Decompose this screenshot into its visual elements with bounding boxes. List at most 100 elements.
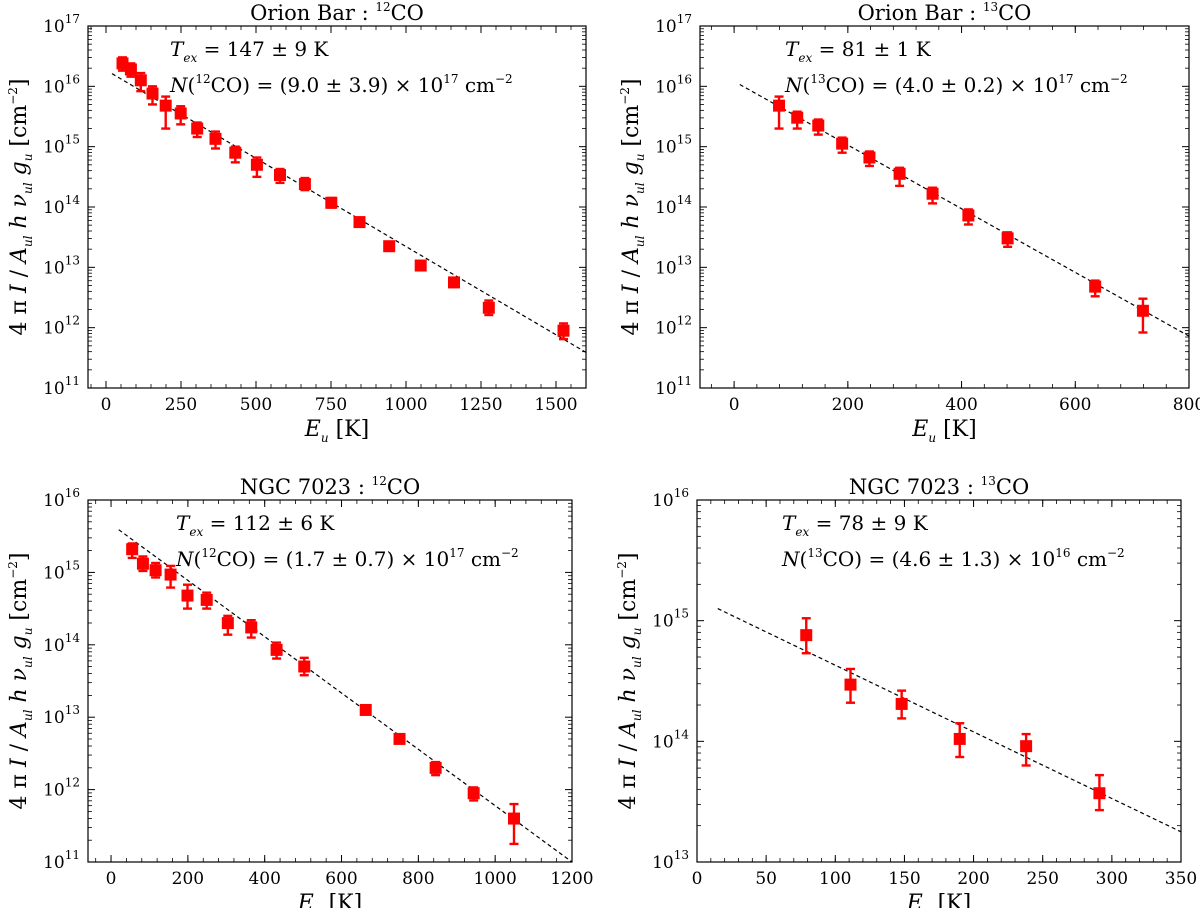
y-tick-base: 10 bbox=[43, 636, 65, 656]
ann-isotope: 12 bbox=[195, 72, 210, 86]
x-tick-label: 300 bbox=[1096, 869, 1128, 889]
data-marker bbox=[126, 543, 139, 556]
y-tick-label: 1014 bbox=[652, 727, 689, 752]
y-tick-label: 1015 bbox=[652, 607, 689, 632]
x-tick-label: 150 bbox=[888, 869, 920, 889]
y-label-part: / bbox=[616, 737, 641, 758]
y-label-part: I bbox=[7, 757, 32, 768]
data-point bbox=[448, 276, 460, 289]
data-point bbox=[393, 732, 406, 745]
x-tick-label: 800 bbox=[1173, 395, 1200, 415]
x-tick-label: 500 bbox=[240, 395, 272, 415]
data-marker bbox=[1093, 787, 1106, 800]
data-point bbox=[191, 121, 204, 139]
ann-unit: cm bbox=[464, 547, 501, 571]
y-tick-label: 1016 bbox=[655, 72, 692, 97]
y-label-exp: −2 bbox=[618, 87, 632, 105]
data-point bbox=[209, 130, 222, 150]
data-point bbox=[124, 62, 137, 78]
x-label-unit: [K] bbox=[329, 417, 370, 442]
y-tick-label: 1014 bbox=[655, 193, 692, 218]
y-label-part: h ν bbox=[7, 194, 32, 236]
x-axis-label: Eu [K] bbox=[304, 417, 369, 445]
y-label-part: A bbox=[616, 721, 641, 739]
x-tick-label: 250 bbox=[1026, 869, 1058, 889]
y-label-sub: u bbox=[21, 154, 35, 162]
data-marker bbox=[191, 122, 204, 135]
data-marker bbox=[863, 151, 876, 164]
ann-var: T bbox=[785, 37, 800, 61]
y-label-part: ] bbox=[619, 78, 644, 87]
y-label-exp: −2 bbox=[6, 87, 20, 105]
x-tick-label: 800 bbox=[402, 869, 434, 889]
data-point bbox=[146, 85, 159, 106]
y-label-part: / bbox=[7, 737, 32, 758]
y-label-part: [cm bbox=[619, 105, 644, 154]
y-tick-label: 1013 bbox=[655, 253, 692, 278]
annotation-tex: Tex = 81 ± 1 K bbox=[785, 37, 932, 65]
ann-unit-exponent: −2 bbox=[495, 72, 513, 86]
data-point bbox=[136, 555, 149, 573]
ann-value: = 81 ± 1 K bbox=[812, 37, 931, 61]
data-marker bbox=[773, 99, 786, 112]
ann-part: ( bbox=[188, 73, 196, 97]
y-tick-base: 10 bbox=[652, 491, 674, 511]
y-label-sub: ul bbox=[21, 709, 35, 721]
y-tick-label: 1011 bbox=[655, 374, 692, 399]
data-marker bbox=[200, 593, 213, 606]
y-tick-base: 10 bbox=[655, 319, 677, 339]
y-tick-exponent: 15 bbox=[65, 133, 80, 147]
data-point bbox=[812, 118, 825, 136]
title-isotope: 13 bbox=[983, 0, 998, 14]
y-tick-label: 1012 bbox=[43, 314, 80, 339]
y-label-part: h ν bbox=[7, 668, 32, 710]
data-point bbox=[174, 105, 187, 126]
y-tick-label: 1015 bbox=[43, 558, 80, 583]
data-marker bbox=[836, 137, 849, 150]
ann-sub: ex bbox=[189, 525, 203, 539]
data-marker bbox=[1020, 740, 1033, 753]
data-point bbox=[1093, 773, 1106, 812]
x-label-var: E bbox=[906, 891, 923, 908]
data-marker bbox=[159, 99, 172, 112]
x-tick-label: 250 bbox=[165, 395, 197, 415]
y-tick-label: 1016 bbox=[43, 72, 80, 97]
data-marker bbox=[164, 568, 177, 581]
y-tick-exponent: 14 bbox=[674, 727, 690, 741]
chart-title: NGC 7023 : 13CO bbox=[849, 474, 1029, 499]
y-tick-label: 1013 bbox=[652, 848, 689, 873]
x-tick-label: 350 bbox=[1165, 869, 1197, 889]
y-label-sub: u bbox=[21, 628, 35, 636]
fit-line bbox=[118, 529, 572, 862]
x-tick-label: 400 bbox=[945, 395, 977, 415]
y-label-part: 4 π bbox=[616, 767, 641, 809]
ann-value: CO) = (4.6 ± 1.3) × 10 bbox=[823, 547, 1056, 571]
plot-frame bbox=[87, 499, 573, 863]
data-point bbox=[800, 617, 813, 655]
y-tick-exponent: 16 bbox=[677, 72, 692, 86]
data-point bbox=[1089, 279, 1102, 298]
data-point bbox=[926, 186, 939, 205]
data-point bbox=[836, 136, 849, 154]
y-label-exp: −2 bbox=[6, 561, 20, 579]
x-tick-label: 0 bbox=[101, 395, 112, 415]
ann-var: T bbox=[170, 37, 185, 61]
y-tick-label: 1015 bbox=[655, 133, 692, 158]
y-tick-exponent: 16 bbox=[65, 486, 80, 500]
ann-sub: ex bbox=[798, 51, 812, 65]
chart-panel-top-right: 0 200 400 600 800101110121013101410151016101… bbox=[618, 0, 1200, 445]
data-point bbox=[895, 689, 908, 720]
annotation-column-density: N(12CO) = (9.0 ± 3.9) × 1017 cm−2 bbox=[169, 72, 513, 97]
y-tick-exponent: 17 bbox=[677, 12, 692, 26]
x-label-var: E bbox=[297, 891, 314, 908]
ann-var: T bbox=[176, 511, 191, 535]
y-tick-exponent: 15 bbox=[677, 133, 692, 147]
y-tick-exponent: 13 bbox=[65, 703, 80, 717]
y-label-part: 4 π bbox=[7, 767, 32, 809]
data-point bbox=[298, 656, 311, 677]
ann-unit-exponent: −2 bbox=[1107, 546, 1125, 560]
data-marker bbox=[383, 240, 396, 253]
x-tick-label: 0 bbox=[692, 869, 703, 889]
x-label-sub: u bbox=[928, 431, 936, 445]
